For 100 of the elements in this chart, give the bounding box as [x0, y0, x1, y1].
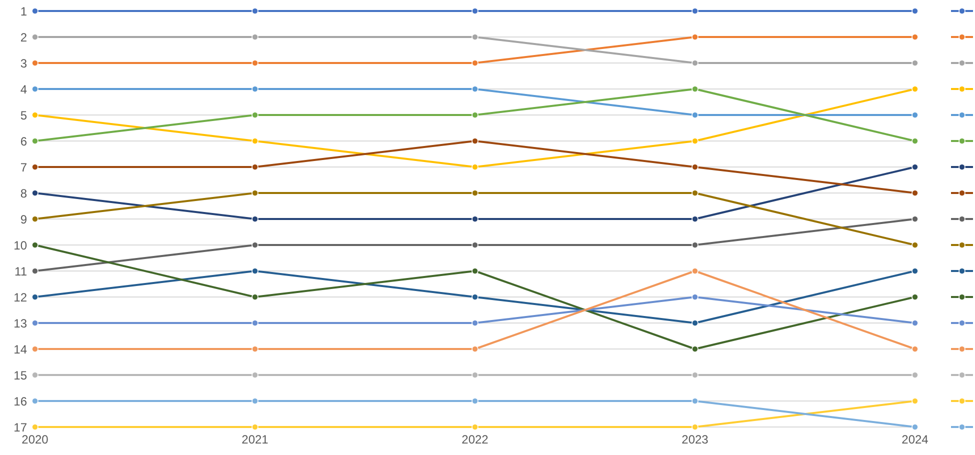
y-tick-label: 5 [20, 108, 28, 122]
y-tick-label: 8 [20, 186, 28, 200]
point [472, 398, 478, 404]
point [252, 34, 258, 40]
point [912, 60, 918, 66]
point [912, 346, 918, 352]
point [32, 268, 38, 274]
point [252, 138, 258, 144]
y-tick-label: 3 [20, 56, 28, 70]
point [252, 268, 258, 274]
x-tick-label: 2024 [902, 432, 929, 447]
point [252, 372, 258, 378]
point [472, 34, 478, 40]
point [252, 294, 258, 300]
point [32, 60, 38, 66]
point [692, 424, 698, 430]
point [912, 190, 918, 196]
point [692, 268, 698, 274]
point [912, 34, 918, 40]
point [32, 424, 38, 430]
point [472, 294, 478, 300]
y-tick-label: 12 [14, 290, 28, 304]
point [472, 424, 478, 430]
point [692, 346, 698, 352]
y-tick-label: 4 [20, 82, 28, 96]
point [252, 398, 258, 404]
point [692, 164, 698, 170]
point [912, 86, 918, 92]
point [912, 112, 918, 118]
x-tick-label: 2020 [22, 432, 49, 447]
point [692, 112, 698, 118]
point [252, 424, 258, 430]
y-tick-label: 17 [14, 420, 28, 434]
point [472, 268, 478, 274]
point [252, 164, 258, 170]
y-tick-label: 6 [20, 134, 28, 148]
point [692, 294, 698, 300]
point [912, 372, 918, 378]
point [692, 242, 698, 248]
point [472, 216, 478, 222]
point [912, 216, 918, 222]
point [252, 112, 258, 118]
point [912, 8, 918, 14]
point [252, 242, 258, 248]
x-tick-label: 2022 [462, 432, 489, 447]
point [912, 138, 918, 144]
point [692, 190, 698, 196]
point [32, 216, 38, 222]
point [252, 346, 258, 352]
point [912, 320, 918, 326]
point [912, 424, 918, 430]
point [692, 398, 698, 404]
point [32, 242, 38, 248]
point [692, 60, 698, 66]
x-tick-label: 2021 [242, 432, 269, 447]
point [32, 112, 38, 118]
y-tick-label: 10 [14, 238, 28, 252]
y-tick-label: 16 [14, 394, 28, 408]
point [472, 112, 478, 118]
point [912, 398, 918, 404]
point [32, 190, 38, 196]
y-tick-label: 2 [20, 30, 28, 44]
point [472, 190, 478, 196]
point [472, 8, 478, 14]
point [32, 320, 38, 326]
point [32, 34, 38, 40]
point [912, 164, 918, 170]
point [252, 8, 258, 14]
y-tick-label: 9 [20, 212, 28, 226]
point [32, 86, 38, 92]
point [912, 294, 918, 300]
y-tick-label: 1 [20, 4, 28, 18]
point [692, 320, 698, 326]
point [912, 268, 918, 274]
point [32, 294, 38, 300]
point [252, 86, 258, 92]
y-tick-label: 15 [14, 368, 28, 382]
point [32, 398, 38, 404]
point [692, 86, 698, 92]
point [912, 242, 918, 248]
point [472, 346, 478, 352]
point [472, 320, 478, 326]
point [32, 8, 38, 14]
point [692, 138, 698, 144]
y-tick-label: 7 [20, 160, 28, 174]
point [692, 34, 698, 40]
point [472, 138, 478, 144]
y-tick-label: 14 [14, 342, 28, 356]
point [692, 216, 698, 222]
point [472, 60, 478, 66]
point [472, 242, 478, 248]
y-tick-label: 11 [14, 264, 28, 278]
point [692, 8, 698, 14]
x-tick-label: 2023 [682, 432, 709, 447]
point [32, 164, 38, 170]
point [472, 164, 478, 170]
point [252, 60, 258, 66]
point [32, 346, 38, 352]
point [32, 138, 38, 144]
y-tick-label: 13 [14, 316, 28, 330]
